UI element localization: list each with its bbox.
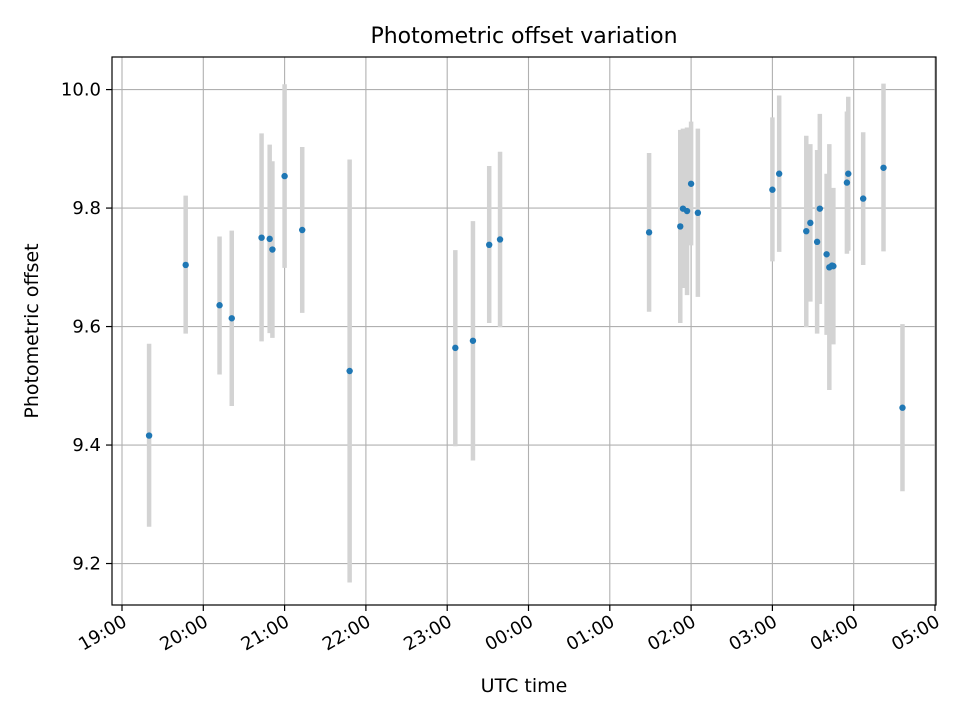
data-point: [677, 223, 684, 230]
data-point: [269, 246, 276, 253]
data-point: [228, 315, 235, 322]
y-axis-label: Photometric offset: [21, 243, 43, 418]
chart-title: Photometric offset variation: [370, 24, 677, 49]
data-point: [281, 172, 288, 180]
data-point: [823, 251, 830, 258]
data-point: [813, 238, 821, 246]
data-point: [687, 180, 695, 187]
y-tick-label: 9.4: [72, 435, 101, 456]
y-tick-label: 9.8: [72, 198, 101, 219]
data-point: [645, 229, 653, 236]
data-point: [145, 432, 153, 439]
data-point: [816, 205, 824, 212]
data-point: [769, 186, 776, 193]
data-point: [880, 164, 887, 171]
y-tick-label: 10.0: [61, 80, 101, 101]
plot-frame: [111, 56, 937, 606]
data-point: [258, 234, 265, 241]
data-points: [145, 164, 906, 439]
data-point: [452, 344, 459, 352]
data-point: [469, 337, 477, 344]
data-point: [803, 227, 810, 235]
data-point: [859, 195, 867, 202]
data-point: [775, 170, 783, 177]
data-point: [216, 302, 223, 309]
data-point: [346, 367, 353, 375]
data-point: [266, 235, 273, 243]
data-point: [496, 236, 504, 243]
y-tick-label: 9.6: [72, 317, 101, 338]
data-point: [683, 207, 691, 215]
data-point: [694, 209, 702, 217]
data-point: [830, 262, 837, 270]
grid: [112, 57, 936, 605]
data-point: [845, 170, 852, 177]
data-point: [843, 179, 851, 186]
y-tick-label: 9.2: [72, 554, 101, 575]
x-axis-label: UTC time: [481, 675, 568, 697]
data-point: [486, 241, 493, 249]
data-point: [807, 219, 814, 227]
data-point: [182, 261, 189, 269]
data-point: [899, 404, 906, 411]
data-point: [299, 226, 306, 234]
y-axis-ticks: 9.2 9.4 9.6 9.8 10.0: [61, 80, 112, 575]
